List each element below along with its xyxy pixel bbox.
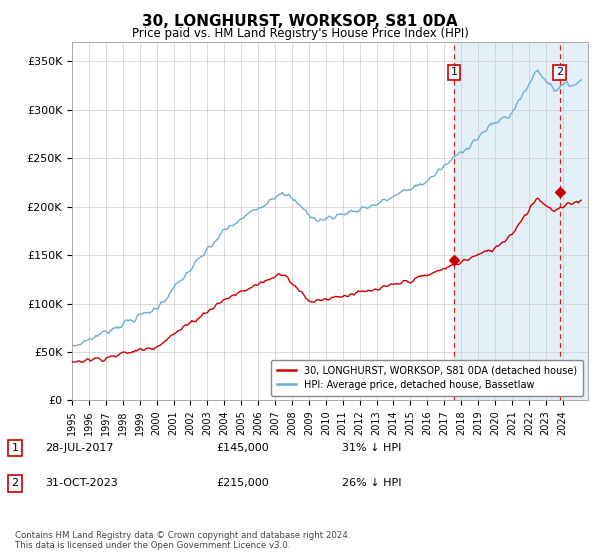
Text: £145,000: £145,000 xyxy=(216,443,269,453)
Text: Contains HM Land Registry data © Crown copyright and database right 2024.
This d: Contains HM Land Registry data © Crown c… xyxy=(15,530,350,550)
Text: £215,000: £215,000 xyxy=(216,478,269,488)
Text: 30, LONGHURST, WORKSOP, S81 0DA: 30, LONGHURST, WORKSOP, S81 0DA xyxy=(142,14,458,29)
Text: 26% ↓ HPI: 26% ↓ HPI xyxy=(342,478,401,488)
Text: Price paid vs. HM Land Registry's House Price Index (HPI): Price paid vs. HM Land Registry's House … xyxy=(131,27,469,40)
Text: 31-OCT-2023: 31-OCT-2023 xyxy=(45,478,118,488)
Text: 1: 1 xyxy=(11,443,19,453)
Text: 2: 2 xyxy=(556,67,563,77)
Bar xyxy=(454,42,588,400)
Text: 2: 2 xyxy=(11,478,19,488)
Text: 28-JUL-2017: 28-JUL-2017 xyxy=(45,443,113,453)
Legend: 30, LONGHURST, WORKSOP, S81 0DA (detached house), HPI: Average price, detached h: 30, LONGHURST, WORKSOP, S81 0DA (detache… xyxy=(271,360,583,395)
Text: 1: 1 xyxy=(451,67,457,77)
Text: 31% ↓ HPI: 31% ↓ HPI xyxy=(342,443,401,453)
